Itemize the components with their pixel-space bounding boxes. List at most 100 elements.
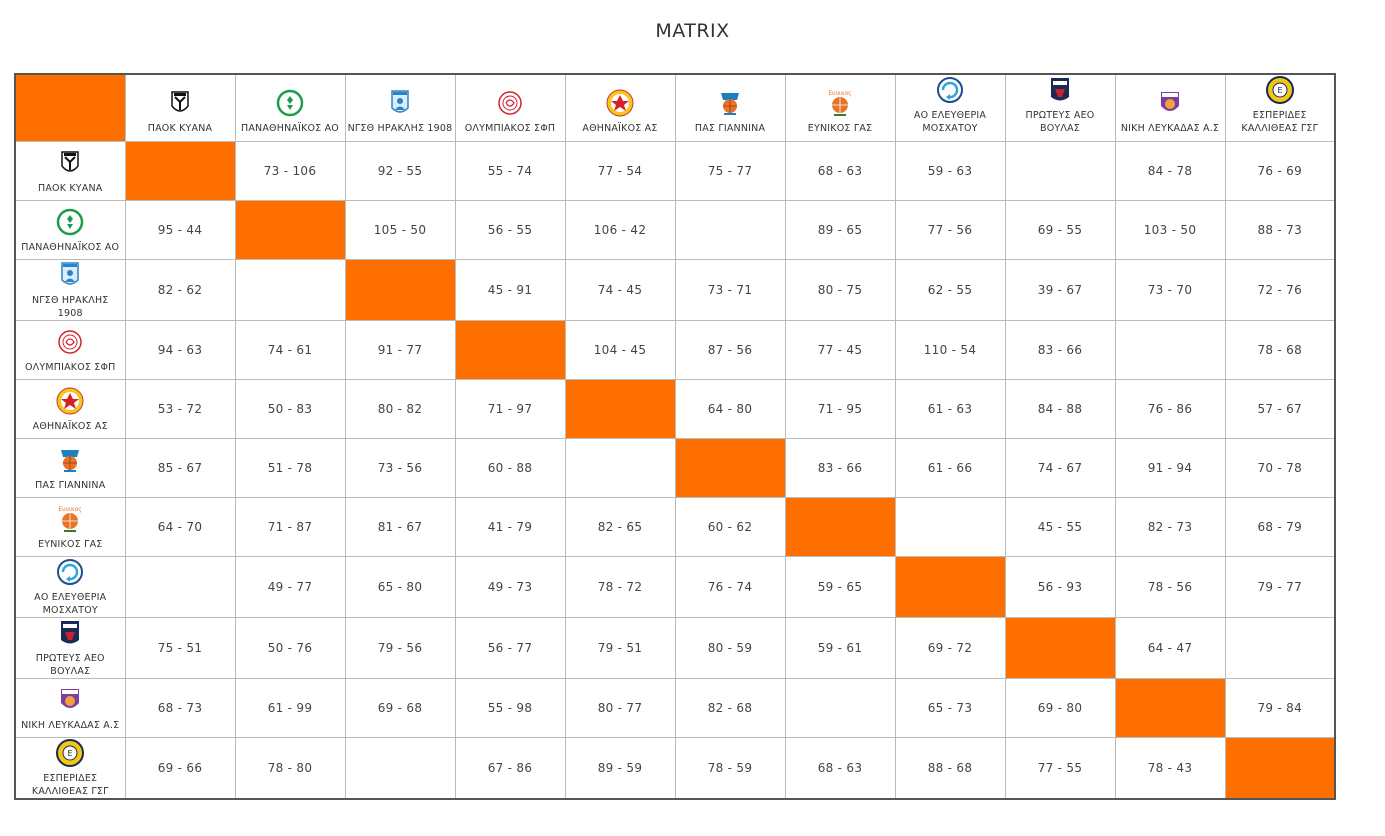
score-cell: 94 - 63 xyxy=(124,320,236,380)
score-cell: 74 - 61 xyxy=(234,320,346,380)
score-cell: 59 - 63 xyxy=(894,141,1006,201)
score-value: 75 - 77 xyxy=(707,164,753,178)
score-cell: 69 - 55 xyxy=(1004,200,1116,260)
score-cell: 78 - 43 xyxy=(1114,737,1226,800)
score-cell xyxy=(894,497,1006,557)
score-cell: 84 - 88 xyxy=(1004,379,1116,439)
score-value: 70 - 78 xyxy=(1257,461,1303,475)
pas-giannina-logo-icon xyxy=(61,449,80,472)
score-cell: 73 - 70 xyxy=(1114,259,1226,321)
score-value: 73 - 70 xyxy=(1147,283,1193,297)
score-cell: 78 - 80 xyxy=(234,737,346,800)
iraklis-logo-icon xyxy=(391,90,409,113)
score-cell: 88 - 68 xyxy=(894,737,1006,800)
score-value: 76 - 86 xyxy=(1147,402,1193,416)
score-value: 61 - 63 xyxy=(927,402,973,416)
score-cell: 60 - 62 xyxy=(674,497,786,557)
score-cell: 51 - 78 xyxy=(234,438,346,498)
score-value: 67 - 86 xyxy=(487,761,533,775)
score-value: 91 - 77 xyxy=(377,343,423,357)
diagonal-cell xyxy=(784,497,896,557)
score-value: 62 - 55 xyxy=(927,283,973,297)
column-team-6: Ευνικος ΕΥΝΙΚΟΣ ΓΑΣ xyxy=(784,73,896,142)
score-value: 80 - 59 xyxy=(707,641,753,655)
score-value: 56 - 93 xyxy=(1037,580,1083,594)
score-cell: 49 - 77 xyxy=(234,556,346,618)
score-cell: 64 - 47 xyxy=(1114,617,1226,679)
olympiacos-logo-icon xyxy=(498,91,522,115)
table-row: ΠΡΩΤΕΥΣ ΑΕΟ ΒΟΥΛΑΣ 75 - 51 50 - 76 79 - 56 5… xyxy=(14,617,1336,679)
score-cell: 68 - 63 xyxy=(784,141,896,201)
score-value: 80 - 75 xyxy=(817,283,863,297)
svg-text:Ε: Ε xyxy=(68,749,73,758)
score-value: 82 - 68 xyxy=(707,701,753,715)
score-cell: 76 - 74 xyxy=(674,556,786,618)
score-cell: 80 - 82 xyxy=(344,379,456,439)
team-name: ΠΡΩΤΕΥΣ ΑΕΟ ΒΟΥΛΑΣ xyxy=(35,653,105,677)
score-cell: 74 - 45 xyxy=(564,259,676,321)
score-value: 74 - 67 xyxy=(1037,461,1083,475)
score-value: 95 - 44 xyxy=(157,223,203,237)
score-cell: 50 - 76 xyxy=(234,617,346,679)
table-row: ΟΛΥΜΠΙΑΚΟΣ ΣΦΠ 94 - 63 74 - 61 91 - 77 104 -… xyxy=(14,320,1336,380)
score-cell: 80 - 59 xyxy=(674,617,786,679)
eynikos-logo-icon: Ευνικος xyxy=(59,506,82,532)
score-value: 72 - 76 xyxy=(1257,283,1303,297)
score-value: 53 - 72 xyxy=(157,402,203,416)
diagonal-cell xyxy=(894,556,1006,618)
score-cell: 74 - 67 xyxy=(1004,438,1116,498)
score-cell: 79 - 77 xyxy=(1224,556,1336,618)
score-value: 78 - 43 xyxy=(1147,761,1193,775)
score-cell: 78 - 56 xyxy=(1114,556,1226,618)
row-team-3: ΟΛΥΜΠΙΑΚΟΣ ΣΦΠ xyxy=(14,320,126,380)
score-value: 68 - 63 xyxy=(817,164,863,178)
table-row: ΑΟ ΕΛΕΥΘΕΡΙΑ ΜΟΣΧΑΤΟΥ 49 - 77 65 - 80 49 - … xyxy=(14,556,1336,618)
score-value: 56 - 77 xyxy=(487,641,533,655)
score-value: 77 - 45 xyxy=(817,343,863,357)
eleftheria-logo-icon xyxy=(937,77,963,103)
row-team-5: ΠΑΣ ΓΙΑΝΝΙΝΑ xyxy=(14,438,126,498)
score-cell: 56 - 93 xyxy=(1004,556,1116,618)
score-value: 50 - 83 xyxy=(267,402,313,416)
svg-text:Ευνικος: Ευνικος xyxy=(828,90,851,97)
score-value: 69 - 72 xyxy=(927,641,973,655)
score-value: 49 - 77 xyxy=(267,580,313,594)
score-value: 45 - 91 xyxy=(487,283,533,297)
score-value: 104 - 45 xyxy=(593,343,647,357)
score-cell: 39 - 67 xyxy=(1004,259,1116,321)
score-cell: 59 - 65 xyxy=(784,556,896,618)
score-cell: 91 - 77 xyxy=(344,320,456,380)
score-value: 45 - 55 xyxy=(1037,520,1083,534)
score-cell: 80 - 75 xyxy=(784,259,896,321)
proteus-logo-icon xyxy=(61,621,80,644)
niki-lefkadas-logo-icon xyxy=(61,688,80,708)
row-team-2: ΝΓΣΘ ΗΡΑΚΛΗΣ 1908 xyxy=(14,259,126,321)
score-cell: 77 - 45 xyxy=(784,320,896,380)
row-team-4: ΑΘΗΝΑΪΚΟΣ ΑΣ xyxy=(14,379,126,439)
score-value: 65 - 80 xyxy=(377,580,423,594)
paok-logo-icon xyxy=(61,150,79,172)
score-cell: 65 - 73 xyxy=(894,678,1006,738)
diagonal-cell xyxy=(564,379,676,439)
score-value: 87 - 56 xyxy=(707,343,753,357)
score-cell: 106 - 42 xyxy=(564,200,676,260)
score-value: 76 - 69 xyxy=(1257,164,1303,178)
score-value: 61 - 99 xyxy=(267,701,313,715)
athinaikos-logo-icon xyxy=(606,89,634,117)
score-cell: 55 - 74 xyxy=(454,141,566,201)
esperides-logo-icon: Ε xyxy=(1265,76,1294,104)
score-cell: 62 - 55 xyxy=(894,259,1006,321)
team-name: ΟΛΥΜΠΙΑΚΟΣ ΣΦΠ xyxy=(24,361,116,373)
score-cell: 73 - 56 xyxy=(344,438,456,498)
score-value: 82 - 62 xyxy=(157,283,203,297)
score-cell: 89 - 65 xyxy=(784,200,896,260)
score-cell xyxy=(674,200,786,260)
score-value: 83 - 66 xyxy=(817,461,863,475)
score-cell: 85 - 67 xyxy=(124,438,236,498)
eleftheria-logo-icon xyxy=(57,559,84,585)
score-cell: 73 - 71 xyxy=(674,259,786,321)
score-value: 79 - 51 xyxy=(597,641,643,655)
team-name: ΠΑΝΑΘΗΝΑΪΚΟΣ ΑΟ xyxy=(21,241,120,253)
team-name: ΕΣΠΕΡΙΔΕΣ ΚΑΛΛΙΘΕΑΣ ΓΣΓ xyxy=(1241,110,1319,134)
score-value: 55 - 98 xyxy=(487,701,533,715)
